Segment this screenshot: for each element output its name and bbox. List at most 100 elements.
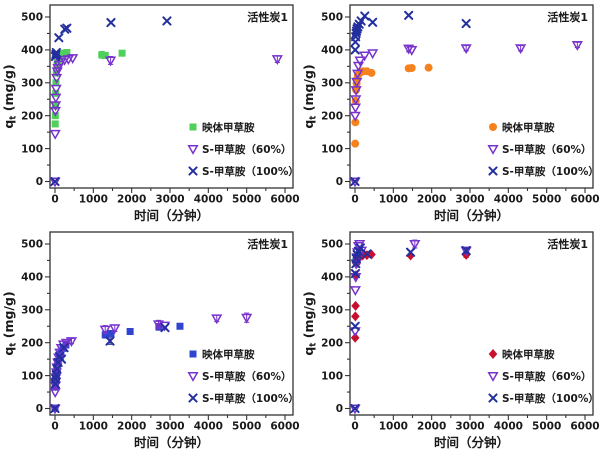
data-point [160,322,170,332]
series-circle [351,63,433,148]
y-tick-label: 100 [321,370,343,382]
series-x [350,242,471,413]
series-diamond [350,249,471,343]
x-axis-label: 时间（分钟） [134,435,209,450]
legend: 映体甲草胺 S-甲草胺（60%） S-甲草胺（100%） [187,121,299,178]
x-axis-label: 时间（分钟） [134,208,209,223]
data-point [49,404,61,414]
x-tick-label: 4000 [194,194,223,206]
data-point [107,329,115,337]
x-tick-label: 0 [351,420,358,432]
data-point [51,49,61,60]
legend-label: S-甲草胺（100%） [502,391,599,404]
legend-label: 映体甲草胺 [502,121,555,134]
x-tick-label: 5000 [232,194,261,206]
data-point [409,239,421,250]
y-tick-label: 400 [21,271,43,283]
data-point [351,69,364,80]
x-tick-label: 1000 [79,194,108,206]
data-point [241,313,253,324]
y-tick-label: 300 [321,304,343,316]
legend: 映体甲草胺 S-甲草胺（60%） S-甲草胺（100%） [187,347,299,404]
data-point [404,10,414,20]
y-tick-label: 100 [21,143,43,155]
annotation-label: 活性炭1 [547,237,588,251]
series-square [51,322,184,412]
data-point [99,325,111,335]
x-tick-label: 6000 [570,420,599,432]
data-point [104,56,117,67]
x-tick-label: 5000 [232,420,261,432]
scatter-plot-bottom-left: 0 1000 2000 3000 4000 5000 6000 0 100 200 300 400 50… [1,230,300,450]
y-tick-label: 200 [21,337,43,349]
series-x [50,16,172,187]
series-triangle-down [349,41,583,188]
x-tick-label: 2000 [417,194,446,206]
y-tick-label: 400 [321,271,343,283]
y-tick-label: 500 [21,12,43,24]
data-point [350,321,360,331]
data-point [349,285,361,296]
data-point [271,55,283,66]
x-axis-label: 时间（分钟） [434,435,509,450]
data-point [49,106,61,117]
chart-top-left: 0 1000 2000 3000 4000 5000 6000 0 100 200 300 400 50… [0,0,300,227]
legend-marker-x [488,166,498,176]
data-point [176,322,184,330]
data-point [403,44,415,55]
y-axis-label: qt (mg/g) [301,64,319,128]
y-tick-label: 200 [21,110,43,122]
y-tick-label: 200 [321,110,343,122]
legend: 映体甲草胺 S-甲草胺（60%） S-甲草胺（100%） [487,347,599,404]
data-point [59,49,67,57]
data-point [56,354,67,364]
series-triangle-down [349,239,472,414]
y-tick-label: 300 [321,78,343,90]
legend: 映体甲草胺 S-甲草胺（60%） S-甲草胺（100%） [487,121,599,178]
series-x [350,10,471,187]
data-point [349,404,361,414]
scatter-plot-bottom-right: 0 1000 2000 3000 4000 5000 6000 0 100 200 300 400 50… [301,230,600,450]
data-point [63,49,71,57]
legend-label: 映体甲草胺 [502,347,555,360]
legend-marker-square [189,350,197,357]
data-point [515,44,527,55]
axis-ticks: 0 1000 2000 3000 4000 5000 6000 0 100 200 300 400 50… [21,12,300,206]
legend-label: S-甲草胺（60%） [202,369,292,382]
plot-frame [349,230,594,416]
data-point [349,111,361,122]
y-tick-label: 100 [21,370,43,382]
data-point [162,16,172,26]
y-tick-label: 500 [321,238,343,250]
x-tick-label: 1000 [379,420,408,432]
plot-frame [49,230,294,416]
x-tick-label: 2000 [117,194,146,206]
legend-label: 映体甲草胺 [202,347,255,360]
y-tick-label: 300 [21,304,43,316]
x-tick-label: 6000 [570,194,599,206]
legend-label: S-甲草胺（100%） [502,165,599,178]
data-point [349,103,362,114]
chart-bottom-right: 0 1000 2000 3000 4000 5000 6000 0 100 200 300 400 50… [300,227,600,453]
y-tick-label: 300 [21,78,43,90]
data-point [51,120,59,128]
legend-marker-square [189,123,197,131]
y-tick-label: 500 [321,12,343,24]
x-tick-label: 0 [51,194,58,206]
legend-label: S-甲草胺（60%） [202,143,292,156]
x-tick-label: 3000 [155,420,184,432]
legend-marker-x [188,392,198,403]
annotation-label: 活性炭1 [547,10,588,24]
x-tick-label: 0 [51,420,58,432]
data-point [460,44,472,55]
data-point [350,403,360,413]
data-point [50,176,60,187]
data-point [351,118,360,127]
data-point [358,51,371,62]
data-point [460,246,472,257]
data-point [65,336,78,347]
x-tick-label: 4000 [194,420,223,432]
x-tick-label: 1000 [79,420,108,432]
data-point [405,247,416,257]
y-tick-label: 0 [336,403,343,415]
